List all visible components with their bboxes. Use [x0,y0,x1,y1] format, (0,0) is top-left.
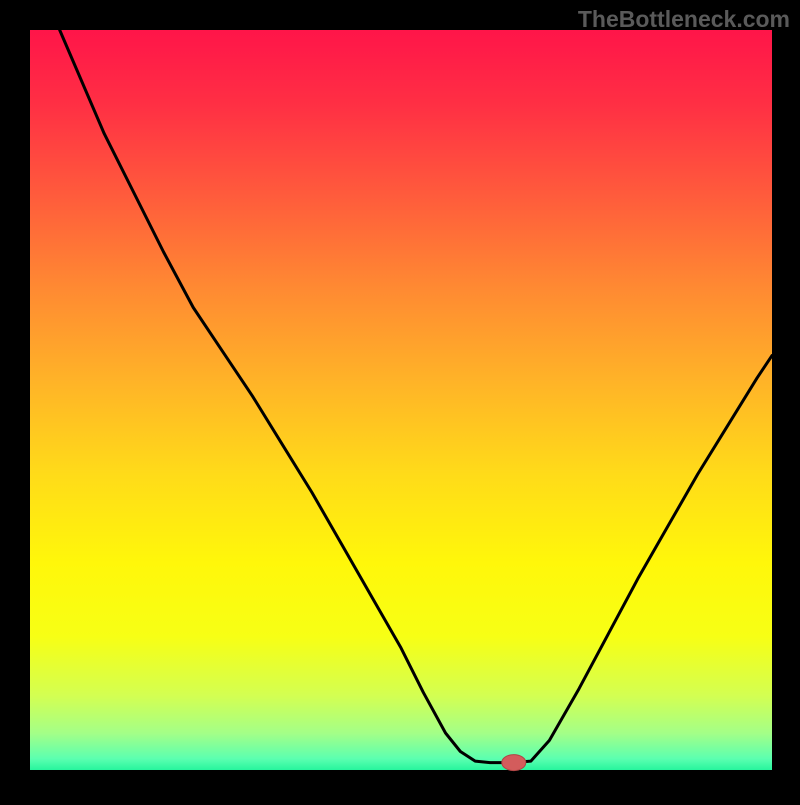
watermark-text: TheBottleneck.com [578,6,790,33]
chart-svg [0,0,800,800]
plot-background [30,30,772,770]
bottleneck-chart [0,0,800,805]
optimal-marker [502,755,526,771]
